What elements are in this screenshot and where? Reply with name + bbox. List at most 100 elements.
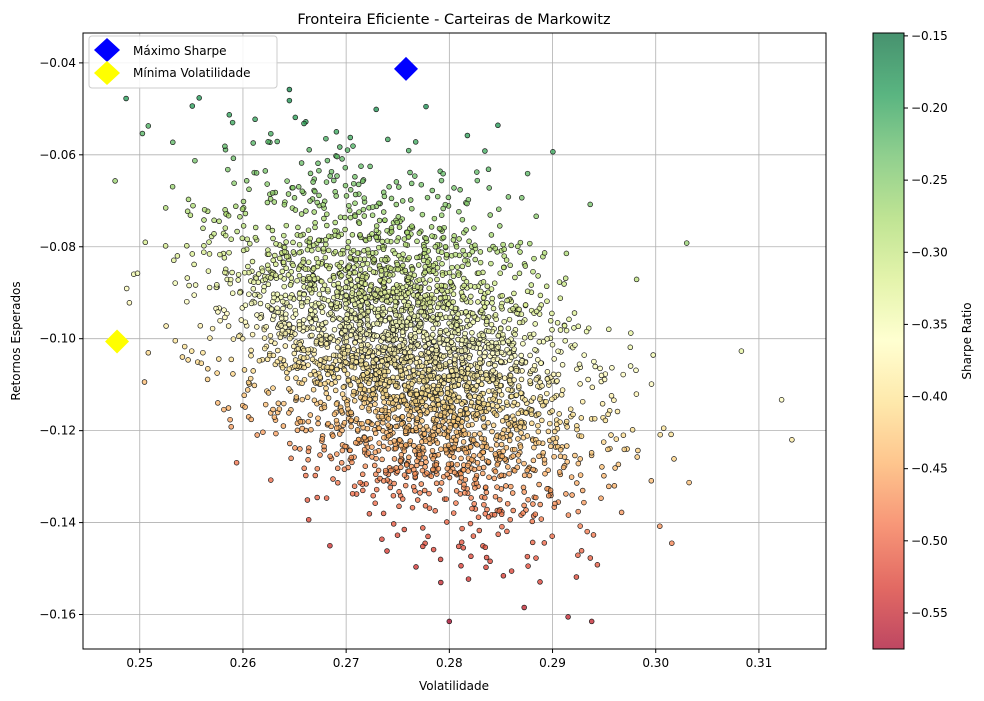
portfolio-point	[273, 261, 279, 268]
portfolio-point	[411, 466, 417, 473]
portfolio-point	[486, 406, 492, 412]
portfolio-point	[305, 346, 311, 353]
portfolio-point	[485, 420, 491, 426]
portfolio-point	[380, 246, 387, 253]
portfolio-point	[476, 527, 483, 534]
portfolio-point	[315, 259, 322, 266]
portfolio-point	[322, 319, 329, 326]
portfolio-point	[286, 321, 292, 328]
portfolio-point	[134, 270, 141, 277]
portfolio-point	[357, 303, 363, 309]
portfolio-point	[359, 420, 365, 427]
portfolio-point	[330, 316, 336, 323]
portfolio-point	[486, 388, 492, 394]
portfolio-point	[494, 484, 500, 490]
x-tick-label: 0.25	[126, 656, 153, 670]
portfolio-point	[318, 278, 325, 285]
portfolio-point	[421, 378, 427, 384]
portfolio-point	[469, 505, 475, 512]
portfolio-point	[556, 469, 563, 475]
portfolio-point	[337, 144, 343, 150]
portfolio-point	[424, 355, 430, 361]
portfolio-point	[275, 400, 282, 407]
portfolio-point	[444, 471, 450, 478]
portfolio-point	[414, 458, 420, 464]
portfolio-point	[335, 339, 341, 345]
portfolio-point	[527, 378, 533, 384]
portfolio-point	[401, 472, 408, 478]
portfolio-point	[230, 371, 236, 377]
portfolio-point	[421, 312, 427, 319]
portfolio-point	[438, 480, 445, 486]
portfolio-point	[325, 247, 332, 254]
portfolio-point	[551, 453, 557, 460]
portfolio-point	[536, 439, 542, 446]
portfolio-point	[549, 533, 555, 539]
portfolio-point	[508, 242, 514, 249]
portfolio-point	[142, 239, 149, 246]
portfolio-point	[188, 348, 195, 354]
portfolio-point	[435, 466, 442, 472]
portfolio-point	[327, 277, 333, 284]
portfolio-point	[594, 562, 601, 568]
portfolio-point	[284, 178, 290, 184]
portfolio-point	[609, 365, 615, 371]
portfolio-point	[307, 170, 314, 177]
portfolio-point	[388, 228, 395, 235]
portfolio-point	[251, 279, 257, 285]
portfolio-point	[323, 135, 329, 142]
portfolio-point	[525, 563, 531, 569]
portfolio-point	[324, 157, 331, 164]
portfolio-point	[432, 244, 439, 250]
portfolio-point	[441, 425, 448, 431]
portfolio-point	[286, 86, 293, 93]
portfolio-point	[298, 211, 305, 217]
portfolio-point	[327, 542, 333, 549]
portfolio-point	[484, 506, 490, 513]
portfolio-point	[283, 239, 289, 245]
portfolio-point	[427, 277, 433, 283]
portfolio-point	[326, 265, 332, 272]
portfolio-point	[385, 332, 391, 338]
portfolio-point	[462, 252, 468, 258]
portfolio-point	[343, 338, 350, 345]
portfolio-point	[629, 427, 636, 433]
portfolio-point	[380, 443, 387, 450]
portfolio-point	[197, 323, 204, 329]
portfolio-point	[500, 339, 506, 346]
portfolio-point	[441, 431, 448, 438]
portfolio-point	[186, 282, 192, 289]
portfolio-point	[602, 417, 609, 424]
portfolio-point	[359, 404, 365, 410]
portfolio-point	[414, 254, 420, 261]
portfolio-point	[476, 341, 482, 347]
portfolio-point	[277, 255, 283, 262]
portfolio-point	[245, 263, 251, 270]
portfolio-point	[201, 249, 207, 255]
portfolio-point	[451, 185, 457, 191]
portfolio-point	[455, 327, 461, 333]
portfolio-point	[308, 426, 314, 433]
portfolio-point	[484, 300, 490, 306]
portfolio-point	[450, 510, 457, 516]
portfolio-point	[540, 450, 546, 456]
portfolio-point	[507, 432, 514, 438]
colorbar-tick-label: −0.50	[911, 534, 948, 548]
portfolio-point	[252, 116, 258, 123]
portfolio-point	[390, 374, 396, 381]
portfolio-point	[440, 304, 447, 311]
portfolio-point	[441, 380, 447, 387]
portfolio-point	[401, 397, 407, 404]
portfolio-point	[317, 399, 324, 406]
portfolio-point	[407, 322, 414, 328]
portfolio-point	[375, 344, 381, 350]
portfolio-point	[657, 523, 663, 529]
portfolio-point	[566, 316, 572, 323]
portfolio-point	[447, 424, 453, 431]
portfolio-point	[242, 302, 249, 308]
portfolio-point	[335, 280, 341, 287]
portfolio-point	[333, 417, 340, 424]
portfolio-point	[497, 270, 503, 276]
portfolio-point	[544, 369, 551, 375]
portfolio-point	[201, 243, 207, 249]
